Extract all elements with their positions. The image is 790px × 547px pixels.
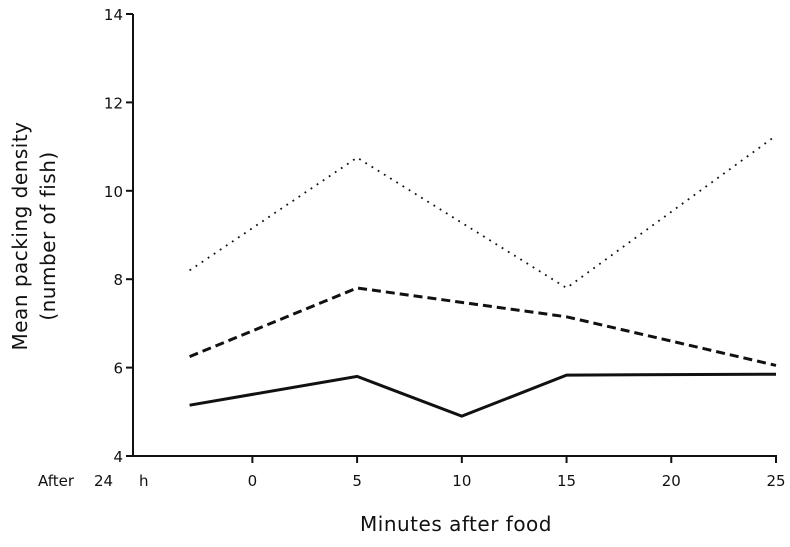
x-tick-after24-before: After xyxy=(38,472,75,490)
y-tick-label: 14 xyxy=(104,6,123,24)
x-tick-label: 10 xyxy=(452,472,471,490)
y-tick-label: 6 xyxy=(113,360,123,378)
series-group xyxy=(189,134,777,418)
series-line-dotted xyxy=(189,134,777,290)
y-tick-label: 4 xyxy=(113,448,123,466)
x-tick-label: 5 xyxy=(352,472,362,490)
y-tick-label: 10 xyxy=(104,183,123,201)
x-tick-after24-unit: h xyxy=(139,472,149,490)
y-tick-label: 8 xyxy=(113,271,123,289)
x-tick-label: 20 xyxy=(662,472,681,490)
x-tick-label: 0 xyxy=(248,472,258,490)
x-tick-after24-number: 24 xyxy=(94,472,113,490)
axes: 4 6 8 10 12 14 0 5 10 15 20 25 xyxy=(104,6,786,490)
x-axis-label: Minutes after food xyxy=(360,512,552,536)
x-tick-label: 15 xyxy=(557,472,576,490)
series-line-solid xyxy=(189,372,777,418)
y-tick-label: 12 xyxy=(104,94,123,112)
y-axis-label-line2: (number of fish) xyxy=(36,151,60,320)
y-axis-label-line1: Mean packing density xyxy=(8,122,32,351)
x-tick-label: 25 xyxy=(766,472,785,490)
series-line-dashed xyxy=(189,286,777,367)
labels: Minutes after food Mean packing density … xyxy=(8,122,552,537)
